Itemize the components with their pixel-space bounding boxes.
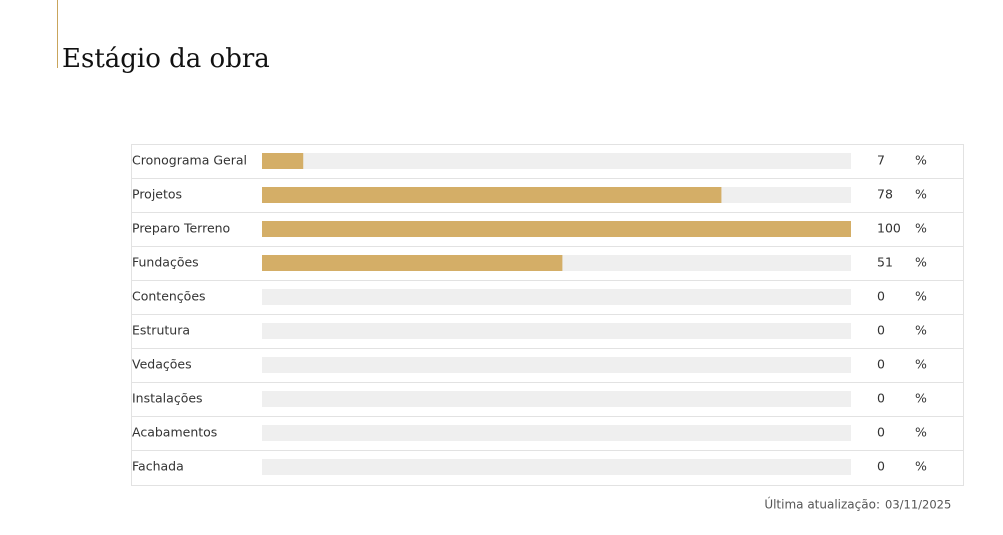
row-value: 0 [877,323,885,338]
row-label: Estrutura [132,323,190,338]
table-border [131,144,964,486]
row-unit: % [915,357,927,372]
row-label: Cronograma Geral [132,153,247,168]
footer-date: 03/11/2025 [885,498,951,512]
row-unit: % [915,255,927,270]
bar-track [262,357,851,373]
bar-track [262,323,851,339]
row-label: Instalações [132,391,203,406]
bar [262,153,304,169]
row-unit: % [915,391,927,406]
row-value: 0 [877,391,885,406]
bar [262,255,563,271]
row-label: Vedações [132,357,192,372]
row-unit: % [915,323,927,338]
row-label: Fachada [132,459,184,474]
row-label: Preparo Terreno [132,221,230,236]
page-title: Estágio da obra [62,44,270,74]
bar [262,221,851,237]
row-unit: % [915,425,927,440]
bar-track [262,391,851,407]
row-value: 0 [877,425,885,440]
row-label: Fundações [132,255,199,270]
row-value: 0 [877,289,885,304]
bar-track [262,153,851,169]
bar-track [262,289,851,305]
row-value: 51 [877,255,893,270]
row-label: Projetos [132,187,182,202]
row-unit: % [915,187,927,202]
row-unit: % [915,459,927,474]
row-unit: % [915,289,927,304]
bar [262,187,722,203]
row-unit: % [915,221,927,236]
row-label: Contenções [132,289,206,304]
row-label: Acabamentos [132,425,217,440]
bar-track [262,459,851,475]
bar-track [262,425,851,441]
row-value: 78 [877,187,893,202]
row-value: 0 [877,357,885,372]
row-value: 7 [877,153,885,168]
row-value: 0 [877,459,885,474]
footer-label: Última atualização: [764,497,880,512]
row-unit: % [915,153,927,168]
row-value: 100 [877,221,901,236]
